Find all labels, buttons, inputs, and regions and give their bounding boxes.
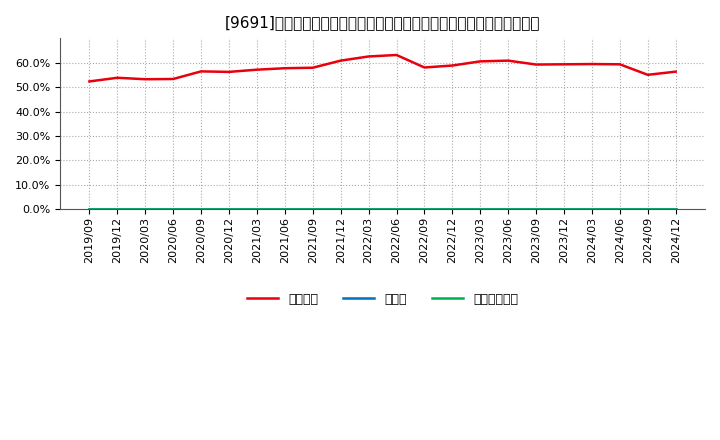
自己資本 — [141, 77, 150, 82]
自己資本 — [504, 58, 513, 63]
繰延税金資産 — [141, 207, 150, 212]
のれん — [644, 207, 652, 212]
繰延税金資産 — [253, 207, 261, 212]
繰延税金資産 — [616, 207, 624, 212]
自己資本 — [85, 79, 94, 84]
繰延税金資産 — [281, 207, 289, 212]
Title: [9691]　自己資本、のれん、繰延税金資産の総資産に対する比率の推移: [9691] 自己資本、のれん、繰延税金資産の総資産に対する比率の推移 — [225, 15, 540, 30]
繰延税金資産 — [336, 207, 345, 212]
Line: 自己資本: 自己資本 — [89, 55, 675, 81]
のれん — [392, 207, 401, 212]
のれん — [141, 207, 150, 212]
自己資本 — [559, 62, 568, 67]
自己資本 — [448, 63, 456, 68]
のれん — [588, 207, 596, 212]
のれん — [308, 207, 317, 212]
のれん — [476, 207, 485, 212]
のれん — [420, 207, 428, 212]
のれん — [671, 207, 680, 212]
繰延税金資産 — [448, 207, 456, 212]
Legend: 自己資本, のれん, 繰延税金資産: 自己資本, のれん, 繰延税金資産 — [242, 288, 523, 311]
自己資本 — [113, 75, 122, 81]
繰延税金資産 — [420, 207, 428, 212]
のれん — [197, 207, 205, 212]
繰延税金資産 — [197, 207, 205, 212]
のれん — [85, 207, 94, 212]
繰延税金資産 — [504, 207, 513, 212]
自己資本 — [476, 59, 485, 64]
自己資本 — [281, 66, 289, 71]
のれん — [169, 207, 178, 212]
自己資本 — [336, 58, 345, 63]
のれん — [559, 207, 568, 212]
自己資本 — [616, 62, 624, 67]
繰延税金資産 — [559, 207, 568, 212]
繰延税金資産 — [588, 207, 596, 212]
自己資本 — [197, 69, 205, 74]
のれん — [253, 207, 261, 212]
のれん — [364, 207, 373, 212]
のれん — [504, 207, 513, 212]
繰延税金資産 — [113, 207, 122, 212]
のれん — [448, 207, 456, 212]
自己資本 — [253, 67, 261, 72]
自己資本 — [420, 65, 428, 70]
のれん — [225, 207, 233, 212]
自己資本 — [308, 65, 317, 70]
繰延税金資産 — [85, 207, 94, 212]
自己資本 — [588, 62, 596, 67]
のれん — [336, 207, 345, 212]
のれん — [532, 207, 541, 212]
自己資本 — [671, 69, 680, 74]
繰延税金資産 — [476, 207, 485, 212]
のれん — [113, 207, 122, 212]
自己資本 — [392, 52, 401, 58]
自己資本 — [532, 62, 541, 67]
繰延税金資産 — [308, 207, 317, 212]
繰延税金資産 — [532, 207, 541, 212]
のれん — [281, 207, 289, 212]
のれん — [616, 207, 624, 212]
自己資本 — [225, 69, 233, 74]
繰延税金資産 — [169, 207, 178, 212]
繰延税金資産 — [644, 207, 652, 212]
繰延税金資産 — [364, 207, 373, 212]
自己資本 — [644, 72, 652, 77]
自己資本 — [169, 77, 178, 82]
自己資本 — [364, 54, 373, 59]
繰延税金資産 — [392, 207, 401, 212]
繰延税金資産 — [671, 207, 680, 212]
繰延税金資産 — [225, 207, 233, 212]
